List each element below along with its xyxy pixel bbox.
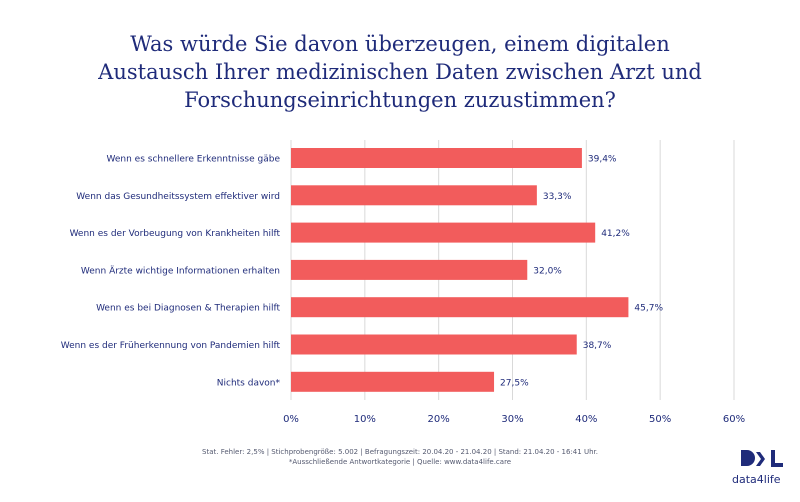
title-line-3: Forschungseinrichtungen zuzustimmen? bbox=[184, 88, 616, 112]
bar bbox=[291, 185, 537, 206]
title-line-2: Austausch Ihrer medizinischen Daten zwis… bbox=[98, 60, 702, 84]
logo-text: data4life bbox=[732, 473, 781, 486]
category-label: Wenn es bei Diagnosen & Therapien hilft bbox=[96, 304, 280, 314]
footer-stats: Stat. Fehler: 2,5% | Stichprobengröße: 5… bbox=[202, 448, 598, 456]
data-label: 41,2% bbox=[601, 229, 630, 239]
data-label: 39,4% bbox=[588, 155, 617, 165]
x-tick-label: 30% bbox=[501, 414, 523, 425]
x-tick-label: 50% bbox=[649, 414, 671, 425]
data4life-logo-icon bbox=[741, 450, 783, 467]
bar bbox=[291, 148, 582, 168]
data-label: 45,7% bbox=[634, 304, 663, 314]
x-tick-label: 10% bbox=[354, 414, 376, 425]
x-tick-label: 20% bbox=[428, 414, 450, 425]
bar bbox=[291, 259, 528, 280]
bar bbox=[291, 297, 629, 318]
category-label: Wenn Ärzte wichtige Informationen erhalt… bbox=[81, 265, 280, 276]
data-label: 32,0% bbox=[533, 266, 562, 276]
chart-title: Was würde Sie davon überzeugen, einem di… bbox=[40, 30, 760, 114]
category-label: Wenn es der Vorbeugung von Krankheiten h… bbox=[70, 229, 281, 239]
bar bbox=[291, 334, 577, 355]
data-label: 33,3% bbox=[543, 192, 572, 202]
x-tick-label: 0% bbox=[283, 414, 299, 425]
category-label: Nichts davon* bbox=[217, 378, 281, 388]
title-line-1: Was würde Sie davon überzeugen, einem di… bbox=[130, 32, 670, 56]
bar bbox=[291, 371, 495, 392]
category-label: Wenn es schnellere Erkenntnisse gäbe bbox=[107, 155, 281, 165]
bar bbox=[291, 222, 596, 243]
data-label: 38,7% bbox=[583, 341, 612, 351]
bar-chart: 0% 10% 20% 30% 40% 50% 60% Wenn es schnellere E… bbox=[61, 140, 745, 425]
x-tick-label: 40% bbox=[575, 414, 597, 425]
category-label: Wenn es der Früherkennung von Pandemien … bbox=[61, 341, 281, 351]
x-tick-label: 60% bbox=[723, 414, 745, 425]
footer-source: *Ausschließende Antwortkategorie | Quell… bbox=[288, 458, 512, 466]
category-label: Wenn das Gesundheitssystem effektiver wi… bbox=[76, 192, 280, 202]
data-label: 27,5% bbox=[500, 378, 529, 388]
